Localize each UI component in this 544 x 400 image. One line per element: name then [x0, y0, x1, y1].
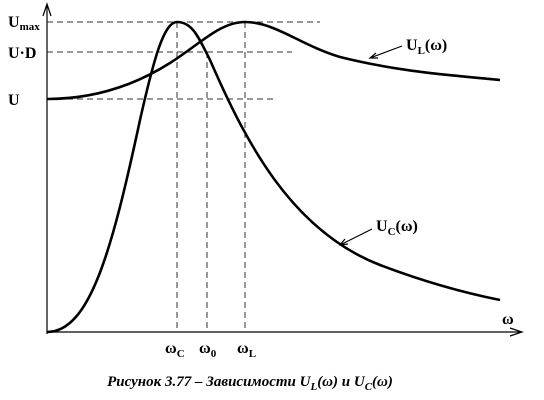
x-axis — [47, 327, 524, 337]
x-label: ωL — [237, 340, 256, 360]
ul-curve — [46, 20, 501, 101]
x-label: ωC — [165, 340, 185, 360]
pointer — [338, 228, 373, 246]
uc-curve — [46, 20, 501, 334]
curve-label: UL(ω) — [406, 37, 447, 57]
caption: Рисунок 3.77 – Зависимости UL(ω) и UC(ω) — [107, 374, 393, 393]
curve-label: UC(ω) — [376, 218, 418, 238]
pointer — [368, 45, 403, 59]
y-label: U — [8, 92, 20, 109]
y-axis — [42, 2, 52, 334]
y-label: U·D — [8, 45, 36, 62]
x-axis-label: ω — [502, 311, 514, 328]
y-label: Umax — [8, 14, 40, 33]
x-label: ω0 — [199, 340, 217, 360]
